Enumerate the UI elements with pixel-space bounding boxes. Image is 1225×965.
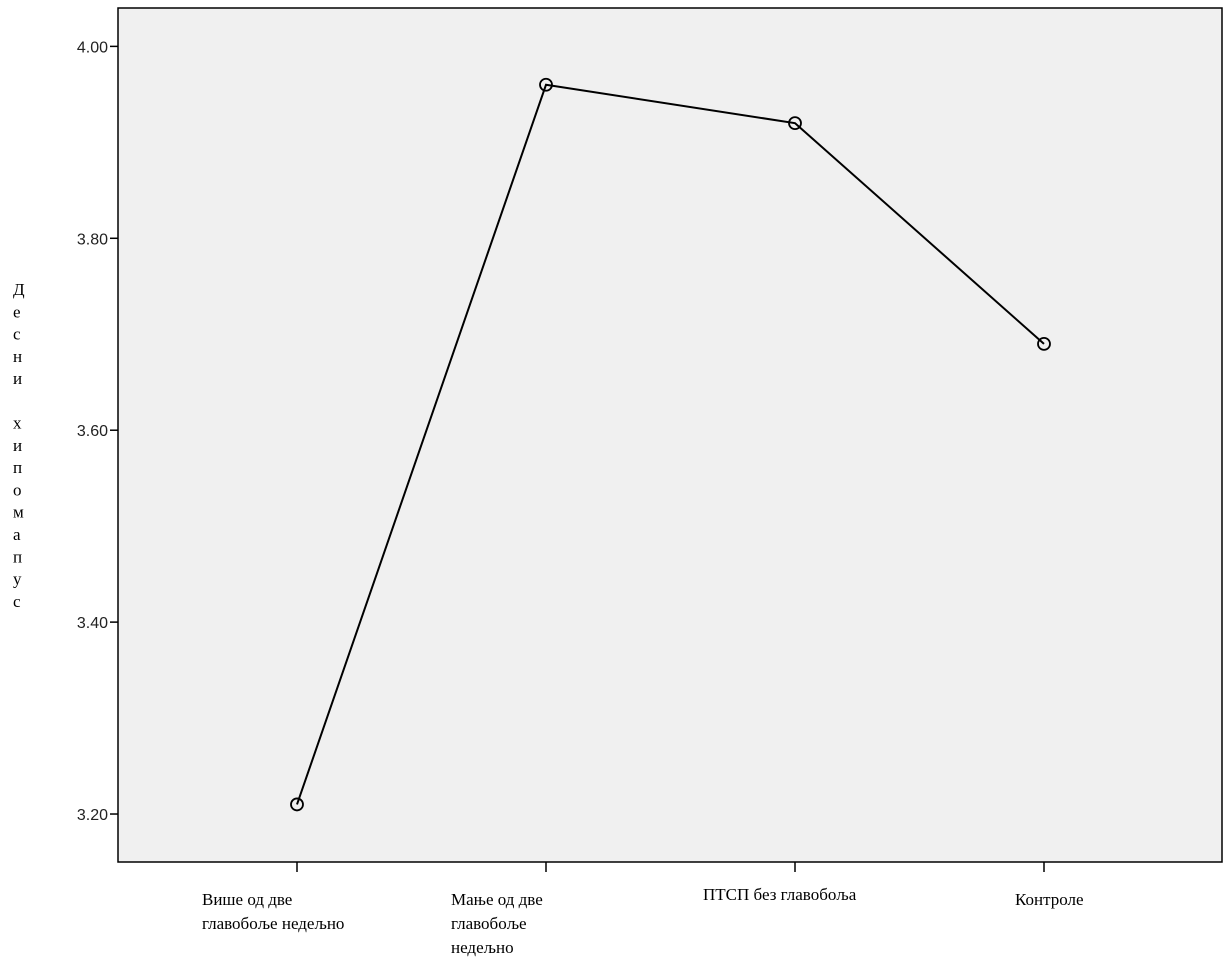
y-axis-label-char: п <box>13 547 22 566</box>
x-tick-label-line: Мање од две <box>451 890 543 909</box>
x-tick-label: ПТСП без главобоља <box>703 885 857 904</box>
y-axis-label-char: и <box>13 436 22 455</box>
y-axis-label-char: с <box>13 325 21 344</box>
plot-area <box>117 7 1223 863</box>
y-axis-label-char: е <box>13 302 21 321</box>
data-point <box>290 797 304 812</box>
y-tick-label: 4.00 <box>77 39 108 56</box>
data-point <box>788 116 802 131</box>
x-axis: Више од две главобоље недељно Мање од две г… <box>202 862 1084 957</box>
y-axis-label-char: м <box>13 503 24 522</box>
y-axis-label-char: и <box>13 369 22 388</box>
y-axis-label-char: о <box>13 480 22 499</box>
x-tick-label: Мање од две главобоље недељно <box>451 890 543 957</box>
y-axis-label-char: п <box>13 458 22 477</box>
y-tick-label: 3.80 <box>77 231 108 248</box>
y-tick-label: 3.20 <box>77 807 108 824</box>
x-tick-label-line: главобоље <box>451 914 527 933</box>
y-axis-label-char: с <box>13 592 21 611</box>
x-tick-label-line: ПТСП без главобоља <box>703 885 857 904</box>
y-axis-label-char: Д <box>13 280 25 299</box>
x-tick-label-line: недељно <box>451 938 514 957</box>
series-line <box>296 83 1045 805</box>
data-point <box>1037 336 1051 351</box>
data-point <box>539 77 553 92</box>
x-tick-label: Више од две главобоље недељно <box>202 890 344 933</box>
x-tick-label: Контроле <box>1015 890 1084 909</box>
y-axis-label-char: а <box>13 525 21 544</box>
x-tick-label-line: главобоље недељно <box>202 914 344 933</box>
y-axis: 3.20 3.40 3.60 3.80 4.00 <box>77 39 118 824</box>
y-tick-label: 3.60 <box>77 423 108 440</box>
y-axis-label-char: х <box>13 414 22 433</box>
series-markers <box>290 77 1051 812</box>
y-axis-label-char: у <box>13 570 22 589</box>
y-axis-label-char: н <box>13 347 22 366</box>
x-tick-label-line: Контроле <box>1015 890 1084 909</box>
x-tick-label-line: Више од две <box>202 890 292 909</box>
y-tick-label: 3.40 <box>77 615 108 632</box>
